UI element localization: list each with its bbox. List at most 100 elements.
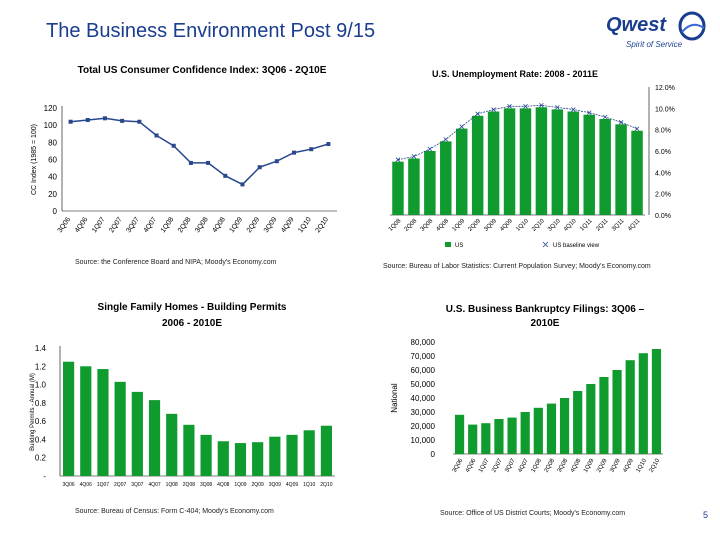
- y-tick-label: 40,000: [411, 394, 436, 403]
- x-tick-label: 4Q08: [570, 457, 583, 473]
- x-tick-label: 3Q09: [609, 457, 622, 473]
- x-tick-label: 1Q07: [97, 482, 109, 488]
- bankruptcy-bar: [638, 353, 648, 454]
- permit-bar: [131, 391, 143, 476]
- y-tick-label: 30,000: [411, 408, 436, 417]
- x-tick-label: 2Q09: [252, 482, 264, 488]
- y-tick-label: 20: [48, 190, 57, 199]
- baseline-point: [459, 124, 465, 129]
- bankruptcy-bar: [559, 398, 570, 454]
- confidence-line: [70, 117, 329, 186]
- unemployment-bar: [424, 151, 436, 215]
- x-tick-label: 4Q07: [148, 482, 160, 488]
- permit-bar: [234, 443, 247, 476]
- x-tick-label: 2Q07: [108, 216, 124, 234]
- baseline-point: [634, 126, 640, 132]
- data-point: [154, 133, 159, 138]
- y-tick-label: 0: [53, 207, 58, 216]
- baseline-point: [443, 137, 449, 142]
- logo-tagline: Spirit of Service: [626, 40, 683, 49]
- x-tick-label: 3Q08: [200, 482, 212, 488]
- x-tick-label: 2Q10: [649, 457, 662, 473]
- data-point: [257, 165, 262, 170]
- unemployment-chart-svg: U.S. Unemployment Rate: 2008 - 2011E 0.0%…: [388, 69, 675, 249]
- unemployment-bar: [535, 107, 548, 215]
- permit-bar: [269, 436, 281, 476]
- x-tick-label: 4Q06: [465, 457, 478, 473]
- unemployment-bar: [551, 109, 564, 215]
- x-tick-label: 2Q09: [246, 216, 262, 234]
- bankruptcy-bar: [468, 424, 478, 454]
- y-tick-label: 0.0%: [655, 213, 671, 220]
- baseline-point: [586, 110, 592, 116]
- bankruptcy-bar: [573, 391, 583, 454]
- homes-source: Source: Bureau of Census: Form C-404; Mo…: [75, 508, 274, 515]
- x-tick-label: 1Q09: [229, 216, 245, 234]
- permit-bar: [217, 441, 229, 476]
- x-tick-label: 1Q07: [478, 457, 491, 473]
- bankruptcy-bar: [651, 349, 662, 454]
- y-tick-label: 50,000: [411, 380, 436, 389]
- legend-label-baseline: US baseline view: [553, 243, 600, 249]
- x-tick-label: 4Q09: [286, 482, 298, 488]
- permit-bar: [200, 434, 212, 476]
- data-point: [171, 143, 176, 148]
- logo-wordmark: Qwest: [606, 14, 667, 36]
- x-tick-label: 3Q09: [263, 216, 279, 234]
- y-tick-label: 1.0: [35, 381, 47, 390]
- unemployment-bar: [631, 130, 643, 215]
- bankruptcy-chart: U.S. Business Bankruptcy Filings: 3Q06 –…: [365, 298, 700, 483]
- x-tick-label: 2Q07: [114, 482, 126, 488]
- confidence-source: Source: the Conference Board and NIPA; M…: [75, 259, 277, 266]
- x-tick-label: 1Q09: [583, 457, 596, 473]
- x-tick-label: 3Q07: [125, 216, 141, 234]
- x-tick-label: 3Q06: [452, 457, 465, 473]
- y-tick-label: 1.2: [35, 362, 47, 371]
- x-tick-label: 1Q08: [388, 218, 403, 233]
- data-point: [223, 173, 228, 178]
- page-number: 5: [703, 510, 709, 520]
- x-tick-label: 4Q09: [499, 218, 514, 233]
- x-tick-label: 1Q08: [531, 457, 544, 473]
- x-tick-label: 4Q06: [74, 216, 90, 234]
- permit-bar: [148, 400, 161, 476]
- data-point: [137, 119, 142, 124]
- x-tick-label: 4Q09: [280, 216, 296, 234]
- y-tick-label: 2.0%: [655, 192, 671, 199]
- bankruptcy-bar: [599, 377, 609, 454]
- logo-swoosh-icon: [678, 11, 706, 41]
- data-point: [240, 182, 245, 187]
- chart-title-line2: 2006 - 2010E: [162, 318, 222, 329]
- x-tick-label: 2Q08: [183, 482, 195, 488]
- x-tick-label: 1Q09: [452, 218, 467, 233]
- y-tick-label: -: [43, 472, 46, 481]
- y-tick-label: 60: [48, 156, 57, 165]
- x-tick-label: 3Q07: [131, 482, 143, 488]
- x-tick-label: 3Q08: [557, 457, 570, 473]
- y-tick-label: 12.0%: [655, 85, 675, 92]
- x-tick-label: 4Q09: [622, 457, 635, 473]
- permit-bar: [183, 424, 195, 476]
- permit-bar: [97, 369, 109, 476]
- y-tick-label: 0.4: [35, 435, 47, 444]
- unemployment-bar: [503, 108, 516, 215]
- bankruptcy-bar: [533, 407, 543, 454]
- y-tick-label: 0: [431, 450, 436, 459]
- x-tick-label: 2Q09: [467, 218, 482, 233]
- data-point: [120, 118, 125, 123]
- x-tick-label: 3Q08: [194, 216, 210, 234]
- baseline-point: [395, 157, 401, 162]
- unemployment-chart: U.S. Unemployment Rate: 2008 - 2011E 0.0%…: [365, 62, 700, 257]
- chart-title-line2: 2010E: [531, 318, 560, 329]
- x-tick-label: 1Q11: [579, 218, 594, 233]
- y-tick-label: 80: [48, 138, 57, 147]
- bankruptcy-bar: [481, 423, 491, 454]
- x-tick-label: 4Q06: [80, 482, 92, 488]
- bankruptcy-source: Source: Office of US District Courts; Mo…: [440, 510, 626, 517]
- y-tick-label: 120: [44, 104, 58, 113]
- x-tick-label: 2Q08: [404, 218, 419, 233]
- bankruptcy-bar: [586, 384, 596, 454]
- unemployment-bar: [392, 161, 404, 215]
- baseline-point: [411, 154, 417, 159]
- unemployment-bar: [455, 128, 468, 215]
